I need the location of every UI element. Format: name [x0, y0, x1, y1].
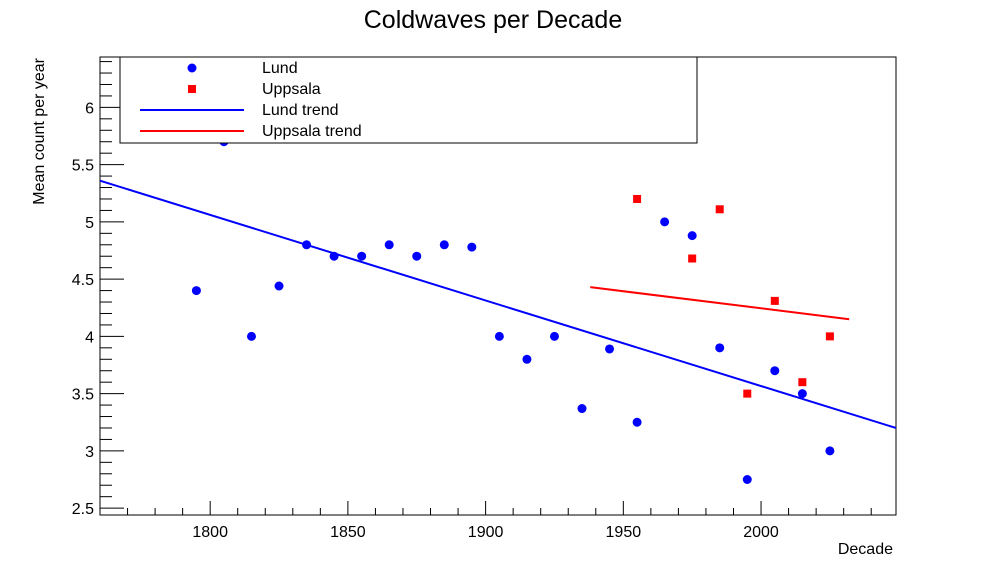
- uppsala-point: [633, 194, 642, 203]
- y-tick-label: 3: [85, 444, 94, 461]
- lund-point: [605, 344, 615, 354]
- legend-uppsala-swatch: [188, 85, 196, 93]
- legend-lund-label: Lund: [262, 60, 298, 77]
- lund-point: [797, 389, 807, 399]
- lund-point: [357, 251, 367, 261]
- legend-uppsala-label: Uppsala: [262, 81, 321, 98]
- y-axis-tick-labels: 2.5 3 3.5 4 4.5 5 5.5 6: [72, 100, 94, 518]
- uppsala-point: [715, 205, 724, 214]
- lund-point: [577, 404, 587, 414]
- lund-point: [825, 446, 835, 456]
- lund-point: [522, 354, 532, 364]
- y-tick-label: 5.5: [72, 158, 94, 175]
- x-tick-label: 1800: [192, 524, 228, 541]
- lund-trend-line: [99, 179, 897, 429]
- lund-point: [660, 217, 670, 227]
- legend: Lund Uppsala Lund trend Uppsala trend: [119, 56, 698, 144]
- lund-point: [439, 240, 449, 250]
- lund-point: [246, 331, 256, 341]
- lund-point: [632, 417, 642, 427]
- x-tick-label: 1850: [330, 524, 366, 541]
- lund-point: [412, 251, 422, 261]
- legend-lund-swatch: [187, 63, 197, 73]
- lund-point: [302, 240, 312, 250]
- lund-point: [687, 231, 697, 241]
- uppsala-point: [688, 254, 697, 263]
- trend-lines: [99, 179, 897, 429]
- lund-point: [742, 475, 752, 485]
- lund-point: [549, 331, 559, 341]
- x-axis-label: Decade: [838, 541, 893, 558]
- y-tick-label: 5: [85, 215, 94, 232]
- data-points: [191, 137, 835, 485]
- legend-uppsala-trend-label: Uppsala trend: [262, 123, 362, 140]
- uppsala-point: [770, 296, 779, 305]
- uppsala-point: [825, 332, 834, 341]
- y-tick-label: 3.5: [72, 387, 94, 404]
- y-tick-label: 4: [85, 329, 94, 346]
- chart-title: Coldwaves per Decade: [364, 6, 622, 34]
- y-tick-label: 2.5: [72, 501, 94, 518]
- legend-lund-trend-label: Lund trend: [262, 102, 339, 119]
- lund-point: [494, 331, 504, 341]
- uppsala-point: [743, 389, 752, 398]
- x-tick-label: 2000: [743, 524, 779, 541]
- x-tick-label: 1900: [468, 524, 504, 541]
- x-axis-ticks: [99, 501, 872, 515]
- lund-point: [191, 286, 201, 296]
- lund-point: [770, 366, 780, 376]
- y-axis-ticks: [100, 61, 124, 509]
- lund-point: [467, 242, 477, 252]
- uppsala-trend-line: [590, 286, 850, 321]
- lund-point: [274, 281, 284, 291]
- x-axis-tick-labels: 1800 1850 1900 1950 2000: [192, 524, 779, 541]
- y-tick-label: 4.5: [72, 272, 94, 289]
- uppsala-point: [798, 378, 807, 387]
- lund-point: [715, 343, 725, 353]
- y-tick-label: 6: [85, 100, 94, 117]
- y-axis-label: Mean count per year: [31, 57, 48, 204]
- legend-box: [119, 56, 698, 144]
- lund-point: [384, 240, 394, 250]
- x-tick-label: 1950: [606, 524, 642, 541]
- lund-point: [329, 251, 339, 261]
